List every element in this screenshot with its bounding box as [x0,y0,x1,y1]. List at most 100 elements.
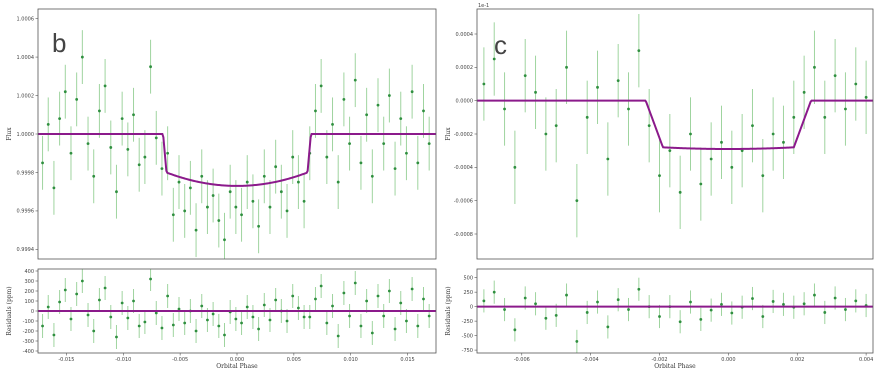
panel-b-flux-data-point-28 [200,174,204,178]
panel-b-residual-data-point-61 [387,289,391,293]
panel-b-residual-data-point-22 [166,294,170,298]
panel-b-residual-data-point-38 [257,327,261,331]
panel-b-residual-data-point-16 [132,299,135,303]
panel-b-flux-data-point-46 [302,199,306,203]
panel-c-flux-data-point-30 [792,115,796,119]
panel-c-flux-data-point-12 [606,157,610,161]
panel-b-residual-data-point-1 [46,305,50,309]
panel-c-residual-data-point-12 [606,325,610,329]
panel-b-residual-ytick-label-2: -200 [23,329,34,335]
panel-b-flux-data-point-42 [279,190,283,194]
panel-b-residual-data-point-40 [268,318,272,322]
panel-b-flux-data-point-50 [325,155,329,159]
panel-b-flux-ytick-label-6: 1.0006 [17,16,35,22]
panel-b-residual-data-point-13 [115,335,118,339]
panel-c-flux-data-point-23 [720,140,723,144]
panel-c-residual-data-point-33 [823,311,827,314]
panel-c-flux-axes-frame [476,8,874,260]
panel-c-flux-data-point-25 [740,149,744,153]
panel-b-residual-data-point-20 [154,311,158,315]
panel-b-residual-data-point-34 [234,317,238,321]
panel-c-flux-data-point-16 [647,124,651,128]
panel-b-residual-data-point-49 [319,284,323,288]
panel-c-flux-data-point-9 [575,199,579,203]
panel-b-flux-data-point-32 [223,238,226,242]
panel-c-flux-data-point-3 [513,165,517,169]
panel-b-flux-data-point-38 [257,224,261,228]
panel-b-residual-data-point-53 [342,291,346,295]
panel-b-residual-xtick-label-1: -0.010 [115,357,131,363]
panel-c-residual-data-point-23 [720,302,723,306]
panel-b-residual-data-point-39 [262,303,266,307]
panel-c-flux-data-point-0 [482,82,486,86]
panel-c-flux-ytick-label-6: 0.0004 [456,32,474,38]
panel-b-residual-data-point-11 [103,286,107,290]
panel-b-residual-data-point-30 [211,312,215,316]
panel-b-residual-data-point-3 [58,300,62,304]
panel-b-residual-xtick-label-5: 0.010 [344,357,358,363]
panel-b-flux-data-point-34 [234,205,238,209]
panel-b-residual-data-point-46 [302,315,306,319]
panel-b-residual-data-point-29 [206,318,209,322]
panel-b-residual-ytick-label-7: 300 [24,279,34,285]
panel-b-residual-data-point-48 [314,297,317,301]
panel-b-residual-ytick-label-1: -300 [23,339,34,345]
panel-b-residual-data-point-65 [410,287,414,291]
panel-b-residual-data-point-6 [75,292,79,296]
panel-b-residual-xtick-label-4: 0.005 [287,357,301,363]
panel-b-flux-data-point-60 [382,142,386,146]
panel-c-flux-data-point-14 [627,107,630,111]
panel-b-flux-data-point-0 [41,161,44,165]
panel-c-residual-data-point-9 [575,340,579,343]
panel-b-flux-data-point-22 [166,151,170,155]
panel-b-flux-data-point-36 [245,180,249,184]
panel-c-flux-data-point-1 [492,57,496,61]
panel-b-residual-data-point-28 [200,304,204,308]
panel-c-residual-data-point-0 [482,299,486,303]
panel-c-flux-ytick-label-5: 0.0002 [456,65,474,71]
panel-c-residual-data-point-35 [844,308,847,311]
panel-b-residual-data-point-12 [109,315,113,319]
panel-b-flux-data-point-54 [348,142,351,146]
panel-b-flux-data-point-65 [410,90,414,94]
panel-b-residual-data-point-68 [427,314,431,318]
panel-c-scale-note: 1e-1 [478,3,489,9]
panel-b-flux-ytick-label-4: 1.0002 [17,93,35,99]
panel-b-residual-data-point-7 [80,279,84,283]
panel-c-flux-model-line [477,99,873,150]
panel-b-flux-data-point-21 [160,167,164,171]
panel-c-residual-data-point-26 [751,297,754,300]
panel-b-flux-data-point-10 [98,109,101,113]
panel-c-flux-data-point-33 [823,115,827,119]
panel-c-residual-data-point-22 [709,308,713,312]
panel-b-residual-xtick-label-3: 0.000 [230,357,244,363]
panel-b-residual-data-point-21 [160,326,164,330]
panel-c-flux-data-point-32 [813,65,816,69]
panel-c-flux-ytick-label-3: -0.0002 [454,132,473,138]
panel-b-flux-data-point-16 [132,113,135,117]
panel-b-residual-data-point-19 [149,277,152,281]
panel-b-residual-data-point-60 [382,314,386,318]
panel-c-flux-data-point-29 [782,140,785,144]
panel-c-residual-data-point-6 [544,316,548,320]
panel-b-residual-ytick-label-0: -400 [23,349,34,355]
panel-b-flux-ytick-label-3: 1.0000 [17,132,35,138]
panel-c-flux-data-point-5 [534,90,537,94]
panel-b-residual-data-point-18 [143,320,147,324]
panel-c-residual-data-point-32 [813,293,816,297]
panel-b-residual-data-point-52 [336,334,340,338]
panel-b-residual-data-point-10 [98,298,101,302]
panel-b-residual-data-point-5 [69,317,73,321]
panel-b-flux-data-point-8 [86,142,90,146]
panel-c-residual-ytick-label-4: 250 [463,290,473,296]
panel-b-residual-data-point-51 [331,304,334,308]
panel-b-residual-data-point-57 [365,299,369,303]
panel-c-residual-ytick-label-5: 500 [463,275,473,281]
panel-c-flux-data-point-6 [544,132,548,136]
panel-b-residual-data-point-62 [393,327,397,331]
panel-b-residual-data-point-15 [126,316,130,320]
panel-c-flux-data-point-24 [730,165,734,169]
panel-b-flux-data-point-12 [109,146,113,149]
panel-b-residual-data-point-0 [41,324,44,328]
panel-c-residual-xtick-label-2: -0.002 [651,357,667,363]
